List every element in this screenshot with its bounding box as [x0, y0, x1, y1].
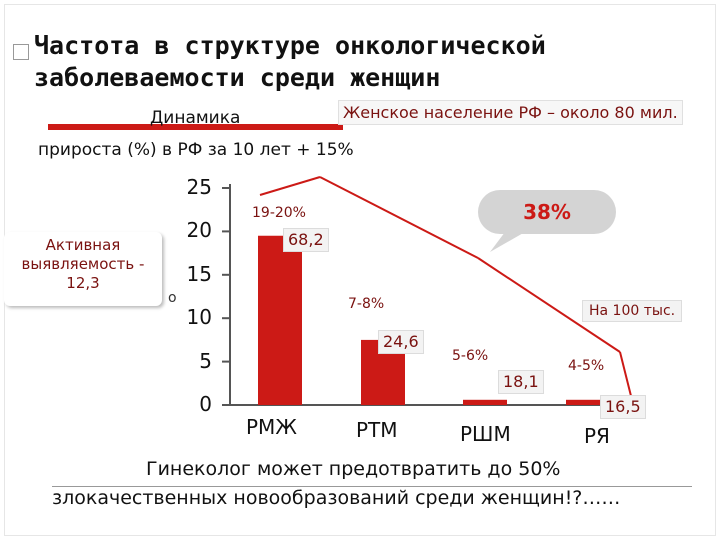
percent-callout: 38% [478, 190, 616, 234]
bullet-box [13, 44, 29, 60]
category-label: РТМ [356, 418, 398, 442]
y-tick-label: 5 [199, 348, 212, 373]
range-label: 19-20% [252, 205, 306, 221]
y-tick-label: 0 [199, 392, 212, 416]
title-line-2: заболеваемости среди женщин [34, 63, 441, 92]
slide-title: Частота в структуре онкологической забол… [34, 30, 674, 94]
stray-char: о [168, 290, 177, 306]
population-note: Женское население РФ – около 80 мил. [338, 100, 683, 125]
bar-РМЖ [258, 235, 302, 405]
connector-3 [477, 257, 621, 353]
y-tick-label: 25 [186, 175, 212, 199]
footer-line-2: злокачественных новообразований среди же… [52, 486, 692, 509]
range-label: 4-5% [568, 358, 605, 374]
active-line-1: Активная [45, 236, 121, 254]
active-line-2: выявляемость - [21, 255, 145, 273]
y-tick-label: 10 [186, 305, 212, 330]
bar-РШМ [463, 399, 507, 405]
value-label: 16,5 [600, 395, 646, 419]
y-tick-label: 20 [186, 218, 212, 243]
active-detection-box: Активная выявляемость - 12,3 [4, 232, 162, 306]
callout-tail [490, 232, 525, 252]
category-label: РШМ [460, 422, 511, 446]
title-line-1: Частота в структуре онкологической [34, 31, 546, 60]
category-label: РЯ [584, 424, 610, 448]
range-label: 7-8% [348, 296, 385, 312]
bar-РЯ [566, 399, 610, 405]
connector-2 [319, 176, 479, 259]
y-tick-label: 15 [186, 261, 212, 286]
per-100k-note: На 100 тыс. [582, 300, 683, 322]
dynamics-growth: прироста (%) в РФ за 10 лет + 15% [38, 140, 354, 160]
range-label: 5-6% [452, 348, 489, 364]
active-line-3: 12,3 [66, 274, 100, 292]
value-label: 18,1 [498, 370, 544, 394]
value-label: 24,6 [378, 330, 424, 354]
footer-line-1: Гинеколог может предотвратить до 50% [146, 458, 561, 480]
connector-1 [259, 176, 321, 196]
connector-4 [619, 351, 633, 401]
dynamics-label: Динамика [150, 108, 241, 128]
category-label: РМЖ [246, 415, 297, 439]
value-label: 68,2 [283, 228, 329, 252]
red-underline [48, 124, 343, 130]
